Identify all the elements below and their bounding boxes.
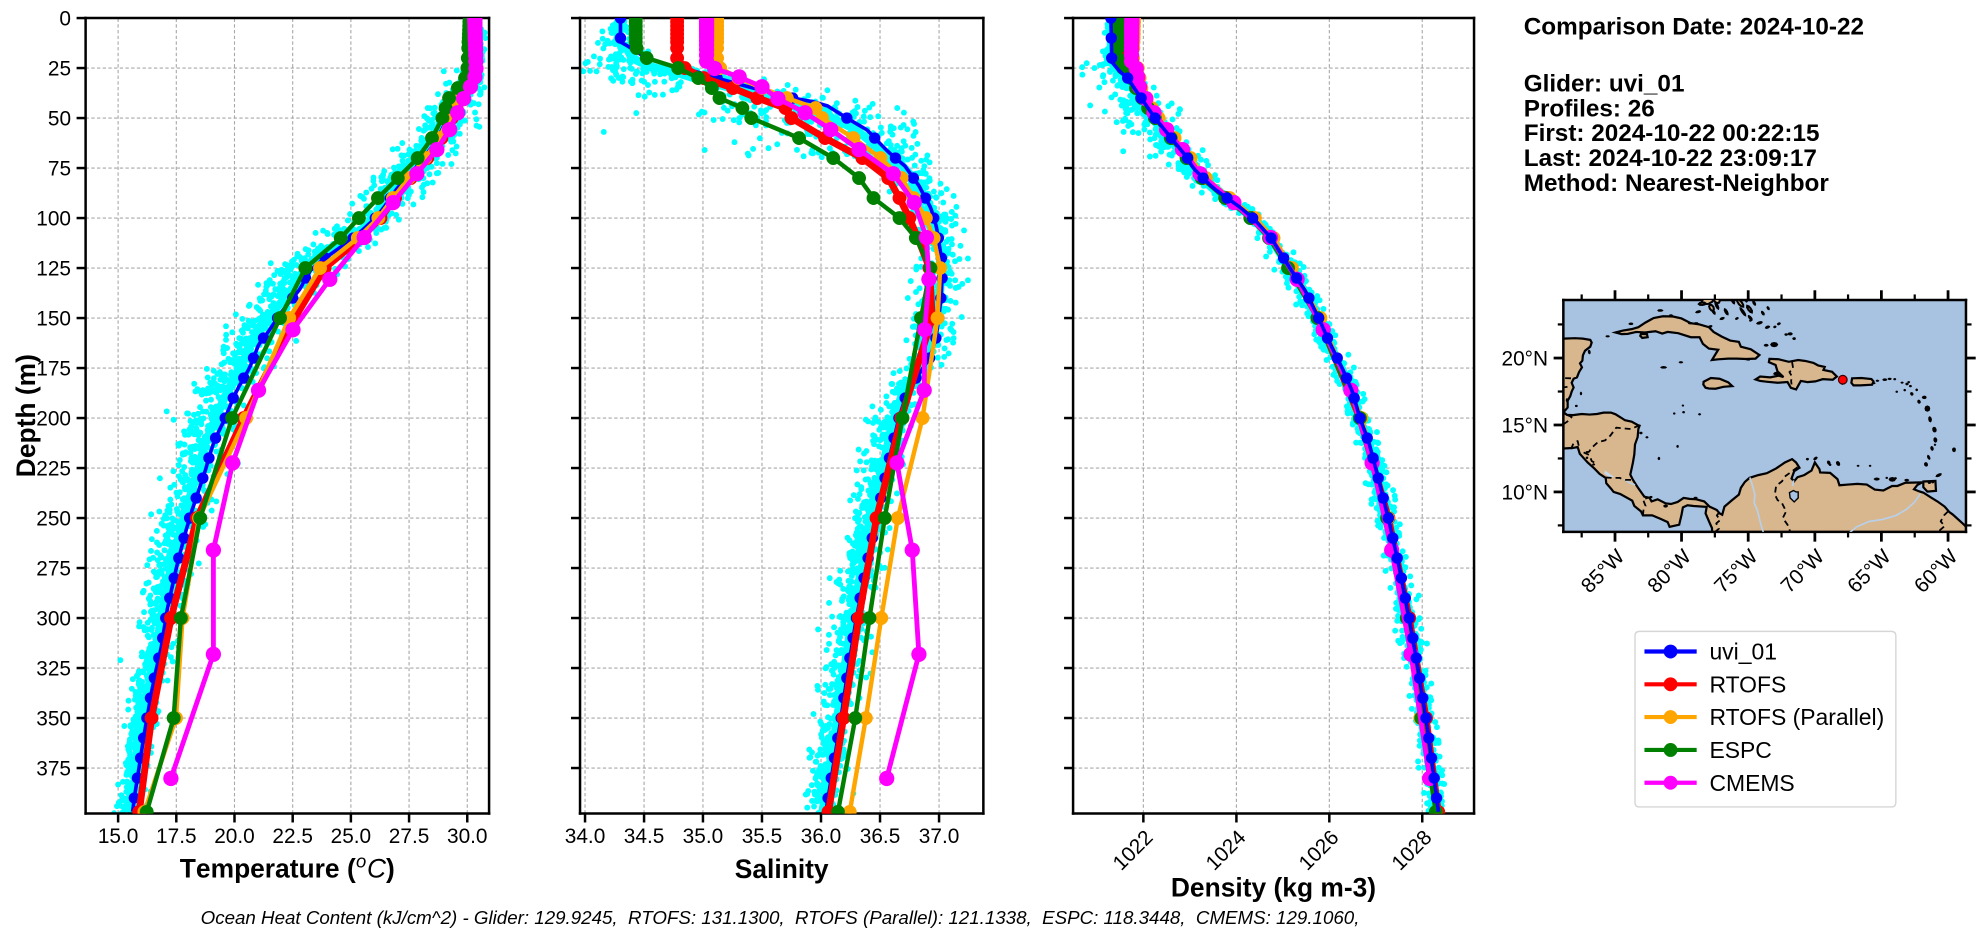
svg-text:34.5: 34.5 bbox=[624, 825, 665, 848]
svg-text:25: 25 bbox=[48, 58, 71, 81]
svg-text:Ocean Heat Content (kJ/cm^2) -: Ocean Heat Content (kJ/cm^2) - Glider: 1… bbox=[201, 907, 1360, 928]
svg-text:350: 350 bbox=[36, 708, 71, 731]
svg-text:Depth (m): Depth (m) bbox=[11, 354, 41, 477]
svg-text:200: 200 bbox=[36, 408, 71, 431]
svg-text:22.5: 22.5 bbox=[272, 825, 313, 848]
svg-text:34.0: 34.0 bbox=[565, 825, 606, 848]
svg-text:Profiles: 26: Profiles: 26 bbox=[1524, 95, 1655, 122]
svg-text:27.5: 27.5 bbox=[389, 825, 430, 848]
svg-text:125: 125 bbox=[36, 258, 71, 281]
svg-text:CMEMS: CMEMS bbox=[1709, 770, 1794, 796]
svg-text:Glider: uvi_01: Glider: uvi_01 bbox=[1524, 70, 1685, 97]
svg-text:25.0: 25.0 bbox=[331, 825, 372, 848]
svg-text:36.5: 36.5 bbox=[860, 825, 901, 848]
svg-text:RTOFS (Parallel): RTOFS (Parallel) bbox=[1709, 704, 1884, 730]
svg-text:30.0: 30.0 bbox=[447, 825, 488, 848]
svg-text:75: 75 bbox=[48, 158, 71, 181]
svg-text:T e m p: T e m p e r a t u r e ( ) o C bbox=[180, 848, 439, 884]
svg-text:15.0: 15.0 bbox=[98, 825, 139, 848]
svg-text:Comparison Date: 2024-10-22: Comparison Date: 2024-10-22 bbox=[1524, 13, 1864, 40]
svg-text:100: 100 bbox=[36, 208, 71, 231]
svg-text:Density (kg m-3): Density (kg m-3) bbox=[1171, 873, 1376, 903]
svg-text:uvi_01: uvi_01 bbox=[1709, 638, 1777, 664]
svg-text:Last: 2024-10-22 23:09:17: Last: 2024-10-22 23:09:17 bbox=[1524, 145, 1817, 172]
svg-text:Method: Nearest-Neighbor: Method: Nearest-Neighbor bbox=[1524, 170, 1830, 197]
svg-text:37.0: 37.0 bbox=[919, 825, 960, 848]
svg-text:Salinity: Salinity bbox=[735, 854, 829, 884]
svg-text:225: 225 bbox=[36, 458, 71, 481]
svg-text:0: 0 bbox=[59, 8, 71, 31]
svg-text:35.5: 35.5 bbox=[742, 825, 783, 848]
svg-text:35.0: 35.0 bbox=[683, 825, 724, 848]
svg-text:300: 300 bbox=[36, 608, 71, 631]
svg-text:50: 50 bbox=[48, 108, 71, 131]
svg-text:20.0: 20.0 bbox=[214, 825, 255, 848]
svg-text:First: 2024-10-22 00:22:15: First: 2024-10-22 00:22:15 bbox=[1524, 120, 1820, 147]
svg-text:36.0: 36.0 bbox=[801, 825, 842, 848]
svg-text:175: 175 bbox=[36, 358, 71, 381]
svg-text:ESPC: ESPC bbox=[1709, 737, 1771, 763]
svg-text:150: 150 bbox=[36, 308, 71, 331]
svg-text:325: 325 bbox=[36, 658, 71, 681]
svg-text:20°N: 20°N bbox=[1502, 348, 1549, 371]
svg-text:375: 375 bbox=[36, 758, 71, 781]
svg-text:275: 275 bbox=[36, 558, 71, 581]
svg-text:15°N: 15°N bbox=[1502, 414, 1549, 437]
svg-text:250: 250 bbox=[36, 508, 71, 531]
svg-text:10°N: 10°N bbox=[1502, 481, 1549, 504]
svg-text:RTOFS: RTOFS bbox=[1709, 671, 1786, 697]
svg-text:17.5: 17.5 bbox=[156, 825, 197, 848]
